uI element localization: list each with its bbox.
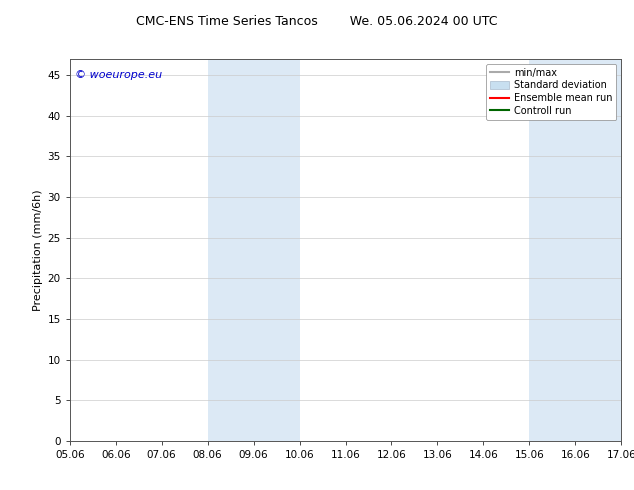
Text: © woeurope.eu: © woeurope.eu [75,70,162,80]
Text: CMC-ENS Time Series Tancos        We. 05.06.2024 00 UTC: CMC-ENS Time Series Tancos We. 05.06.202… [136,15,498,28]
Legend: min/max, Standard deviation, Ensemble mean run, Controll run: min/max, Standard deviation, Ensemble me… [486,64,616,120]
Y-axis label: Precipitation (mm/6h): Precipitation (mm/6h) [34,189,43,311]
Bar [207,59,299,441]
Bar [529,59,621,441]
